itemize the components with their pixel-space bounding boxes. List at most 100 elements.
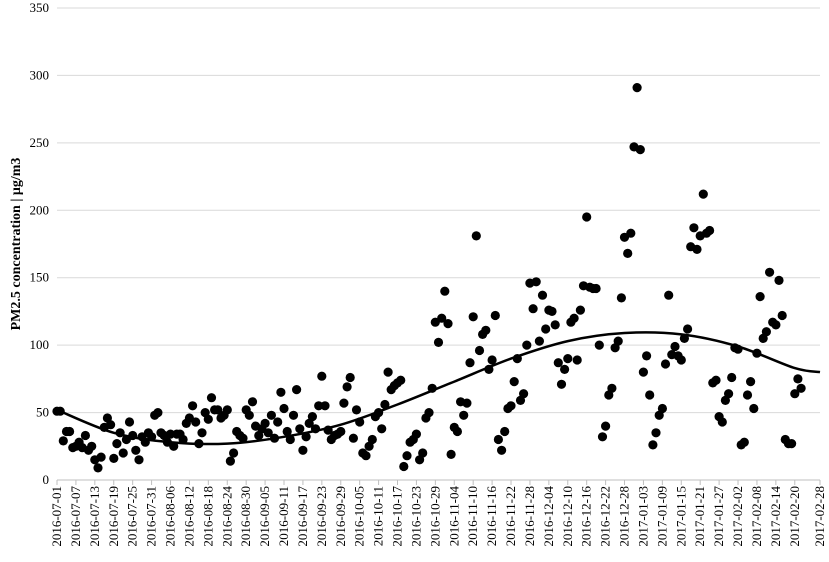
x-tick-label: 2016-09-05 xyxy=(257,486,272,547)
y-tick-label: 0 xyxy=(43,472,50,487)
data-point xyxy=(134,455,144,465)
data-point xyxy=(474,345,485,356)
data-point xyxy=(317,371,327,381)
x-tick-label: 2017-01-09 xyxy=(654,486,669,547)
data-point xyxy=(676,355,686,365)
data-point xyxy=(118,448,128,458)
data-point xyxy=(276,387,286,397)
y-tick-label: 350 xyxy=(30,0,50,15)
data-point xyxy=(774,275,784,285)
x-tick-label: 2017-02-02 xyxy=(730,486,745,547)
x-tick-label: 2016-08-06 xyxy=(163,486,178,547)
data-point xyxy=(396,375,406,385)
data-point xyxy=(165,429,176,439)
data-point xyxy=(660,359,671,369)
data-point xyxy=(279,403,289,414)
x-tick-label: 2016-10-05 xyxy=(352,486,367,547)
x-tick-label: 2017-01-21 xyxy=(692,486,707,547)
x-tick-label: 2016-12-16 xyxy=(579,486,594,547)
data-point xyxy=(626,228,636,238)
data-point xyxy=(490,310,500,321)
data-point xyxy=(106,420,116,430)
data-point xyxy=(601,421,611,431)
data-point xyxy=(380,399,390,410)
x-tick-label: 2016-11-22 xyxy=(503,486,518,546)
data-point xyxy=(238,433,248,443)
data-point xyxy=(260,418,270,428)
x-tick-label: 2017-02-20 xyxy=(787,486,802,547)
data-point xyxy=(229,448,239,458)
data-point xyxy=(247,397,258,407)
data-point xyxy=(266,410,276,420)
data-point xyxy=(724,389,734,399)
data-point xyxy=(459,410,469,420)
data-point xyxy=(537,290,548,300)
data-point xyxy=(377,424,387,434)
data-point xyxy=(339,398,349,408)
x-tick-label: 2017-02-14 xyxy=(768,486,783,547)
data-point xyxy=(717,417,727,427)
data-point xyxy=(594,340,604,350)
data-point xyxy=(222,405,232,415)
data-point xyxy=(553,358,563,368)
data-point xyxy=(336,426,346,437)
data-point xyxy=(481,325,491,335)
x-tick-label: 2017-02-08 xyxy=(749,486,764,547)
data-point xyxy=(191,417,201,427)
data-point xyxy=(131,445,141,455)
data-point xyxy=(497,445,507,455)
data-point xyxy=(80,430,90,441)
data-point xyxy=(506,401,516,411)
data-point xyxy=(342,382,352,392)
data-point xyxy=(263,428,273,438)
data-point xyxy=(500,426,510,437)
data-point xyxy=(755,292,765,302)
data-point xyxy=(411,429,421,439)
data-point xyxy=(519,389,529,399)
data-point xyxy=(534,336,545,346)
x-tick-label: 2016-08-24 xyxy=(219,486,234,547)
data-point xyxy=(402,451,412,461)
x-tick-label: 2016-09-11 xyxy=(276,486,291,546)
x-tick-label: 2016-12-10 xyxy=(560,486,575,547)
data-point xyxy=(531,277,541,287)
x-tick-label: 2016-08-12 xyxy=(181,486,196,547)
data-point xyxy=(749,403,759,414)
x-tick-label: 2016-12-04 xyxy=(541,486,556,547)
data-point xyxy=(307,412,317,422)
x-tick-label: 2016-07-25 xyxy=(125,486,140,547)
data-point xyxy=(124,417,135,427)
data-point xyxy=(777,310,787,321)
data-point xyxy=(348,433,358,443)
data-point xyxy=(635,145,645,155)
data-point xyxy=(591,283,601,294)
x-tick-label: 2017-01-03 xyxy=(635,486,650,547)
x-tick-label: 2016-09-17 xyxy=(295,486,310,547)
data-point xyxy=(705,225,715,236)
data-point xyxy=(796,383,806,393)
data-point xyxy=(692,244,702,254)
data-point xyxy=(613,336,623,346)
x-tick-label: 2016-11-16 xyxy=(484,486,499,547)
data-point xyxy=(664,290,674,300)
data-point xyxy=(153,408,163,418)
x-tick-label: 2017-01-27 xyxy=(711,486,726,547)
data-point xyxy=(292,385,302,395)
data-point xyxy=(711,375,721,385)
y-tick-label: 100 xyxy=(30,337,50,352)
data-point xyxy=(471,231,481,241)
data-point xyxy=(295,424,305,434)
data-point xyxy=(761,327,772,337)
data-point xyxy=(188,401,198,411)
y-tick-label: 250 xyxy=(30,135,50,150)
data-point xyxy=(437,313,447,323)
data-point xyxy=(698,189,708,199)
data-point xyxy=(572,355,582,365)
y-tick-label: 150 xyxy=(30,270,50,285)
data-point xyxy=(465,358,475,368)
data-point xyxy=(87,441,97,451)
trendline-path xyxy=(56,331,821,446)
data-point xyxy=(203,414,213,424)
data-point xyxy=(670,341,680,352)
data-point xyxy=(739,437,749,447)
